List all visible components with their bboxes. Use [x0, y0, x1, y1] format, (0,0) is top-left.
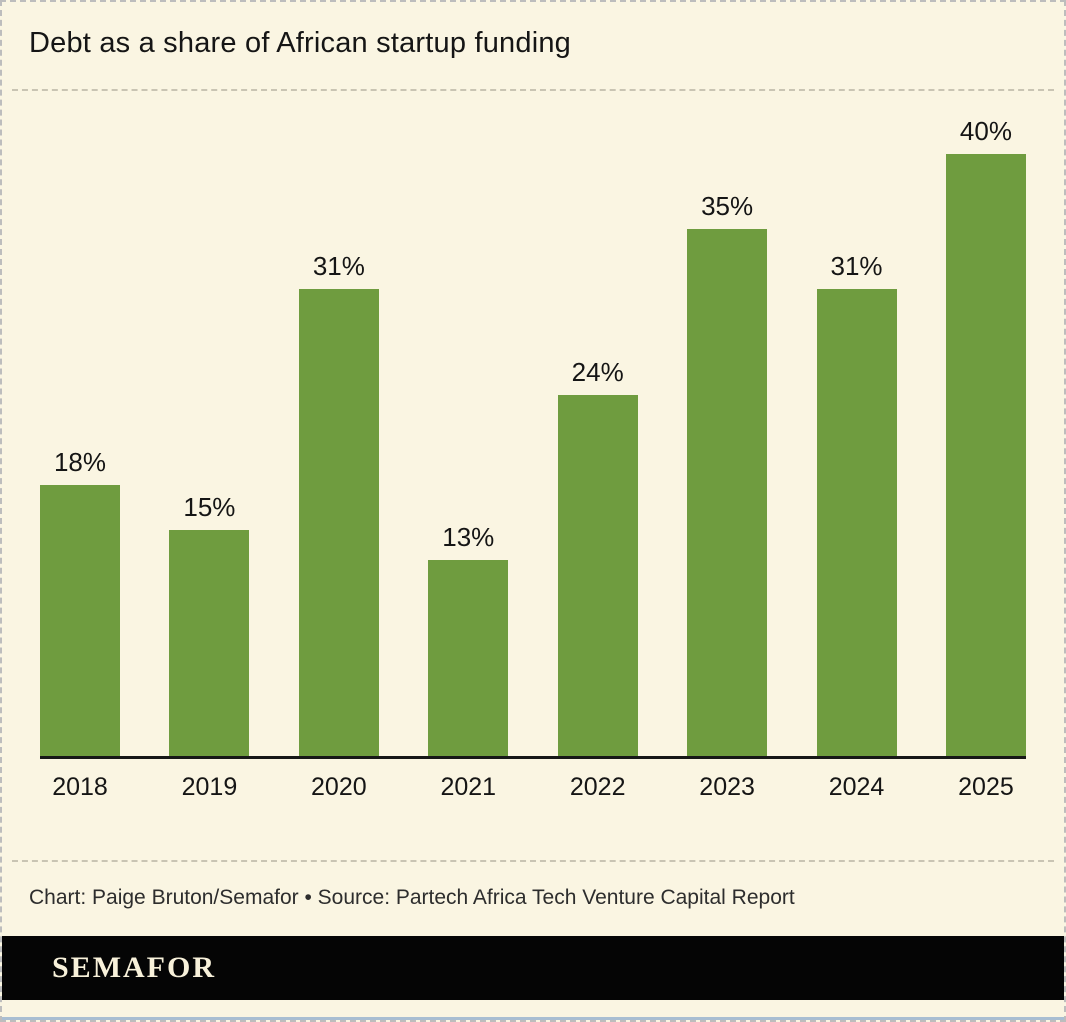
bar-column: 40%	[945, 101, 1026, 756]
x-axis-labels: 2018 2019 2020 2021 2022 2023 2024 2025	[40, 773, 1026, 802]
bar-value-label: 31%	[312, 250, 365, 281]
semafor-logo: SEMAFOR	[52, 951, 216, 985]
bar-value-label: 18%	[53, 446, 107, 477]
bottom-accent-line	[2, 1017, 1064, 1020]
bottom-dashed-divider	[12, 859, 1054, 862]
bar	[428, 559, 509, 756]
bar-column: 31%	[298, 101, 379, 756]
x-axis-tick-label: 2020	[311, 772, 367, 801]
bar-value-label: 40%	[959, 115, 1012, 146]
bar-column: 31%	[816, 101, 897, 756]
x-axis-tick-label: 2023	[699, 772, 755, 801]
x-axis-tick-label: 2022	[569, 772, 626, 801]
x-axis-tick-label: 2025	[958, 772, 1014, 801]
bar	[169, 529, 250, 756]
bar-value-label: 35%	[701, 190, 754, 221]
bar	[298, 288, 379, 756]
top-dashed-divider	[12, 88, 1054, 91]
bar	[816, 288, 897, 756]
bar-column: 35%	[687, 101, 768, 756]
bar-value-label: 31%	[830, 250, 883, 281]
x-axis-tick-label: 2019	[181, 772, 238, 801]
bar-column: 15%	[169, 101, 250, 756]
bar	[687, 228, 768, 756]
chart-title: Debt as a share of African startup fundi…	[29, 27, 571, 59]
x-axis-tick-label: 2021	[440, 772, 497, 801]
bar	[945, 153, 1026, 756]
bar-value-label: 24%	[571, 356, 624, 387]
bar-column: 13%	[428, 101, 509, 756]
x-axis-tick-label: 2024	[828, 772, 885, 801]
credit-line: Chart: Paige Bruton/Semafor • Source: Pa…	[29, 885, 795, 909]
bar-value-label: 13%	[442, 521, 495, 552]
bar-column: 18%	[40, 101, 120, 756]
x-axis-tick-label: 2018	[52, 772, 108, 801]
bar-value-label: 15%	[183, 491, 236, 522]
bar	[40, 484, 120, 756]
bar-chart: 18% 15% 31% 13% 24% 35% 31% 40%	[40, 101, 1026, 759]
bar	[557, 394, 638, 756]
footer-bar: SEMAFOR	[2, 936, 1064, 1001]
bar-column: 24%	[557, 101, 638, 756]
